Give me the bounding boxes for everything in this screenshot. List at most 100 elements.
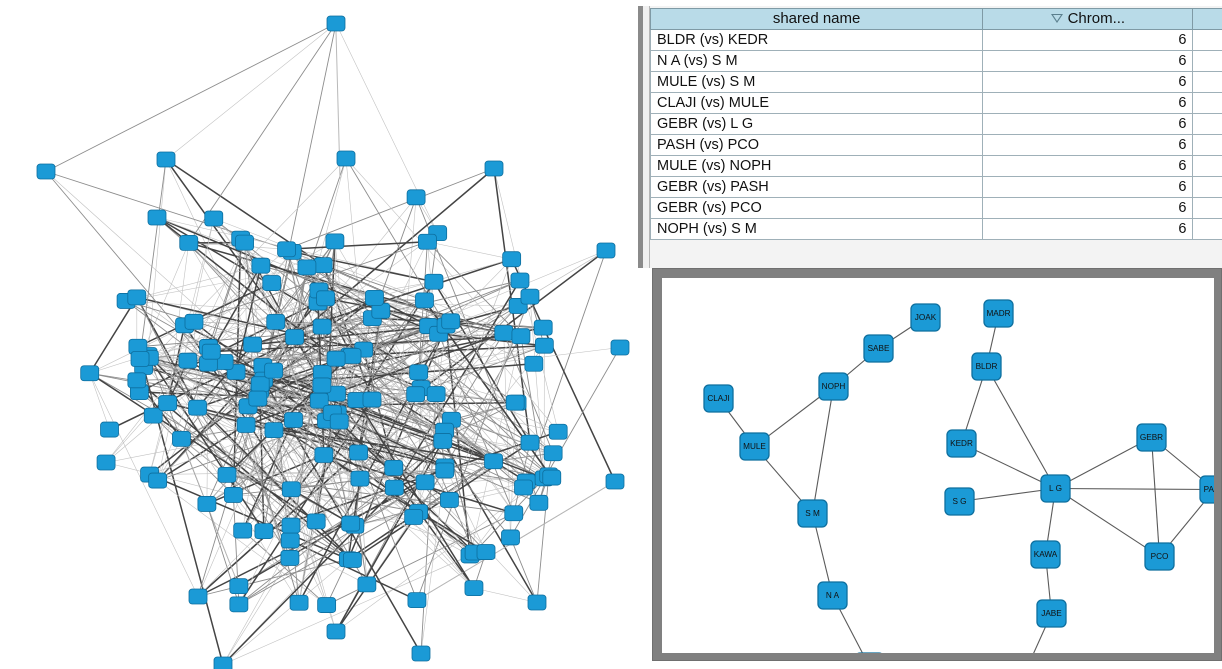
main-network-edge[interactable] (433, 280, 531, 444)
cell-start[interactable]: 25000000 (1192, 92, 1222, 114)
main-network-edge[interactable] (89, 372, 110, 430)
column-header-chrom[interactable]: Chrom... (982, 8, 1194, 30)
main-network-edge[interactable] (260, 265, 426, 483)
main-network-node[interactable] (543, 445, 563, 462)
main-network-edge[interactable] (222, 555, 471, 665)
main-network-edge[interactable] (469, 335, 522, 556)
main-network-node[interactable] (326, 15, 346, 32)
subnetwork-edge-BLDR-LG[interactable] (986, 366, 1056, 489)
main-network-node[interactable] (440, 492, 459, 508)
cell-chrom[interactable]: 6 (982, 113, 1194, 135)
main-network-node[interactable] (127, 289, 147, 306)
main-network-node[interactable] (229, 578, 249, 595)
main-network-edge[interactable] (245, 332, 505, 426)
main-network-edge[interactable] (187, 360, 247, 426)
cell-start[interactable]: 36000000 (1192, 218, 1222, 240)
main-network-edge[interactable] (193, 241, 428, 323)
table-row[interactable]: GEBR (vs) PASH636000000420000008.9 (649, 176, 1222, 198)
main-network-edge[interactable] (336, 393, 487, 553)
main-network-node[interactable] (476, 544, 496, 560)
main-network-node[interactable] (250, 376, 270, 393)
main-network-node[interactable] (484, 453, 503, 470)
main-network-node[interactable] (188, 399, 207, 416)
main-network-edge[interactable] (286, 248, 516, 404)
main-network-node[interactable] (213, 656, 233, 669)
main-network-node[interactable] (254, 523, 274, 540)
main-network-edge[interactable] (503, 332, 554, 454)
main-network-node[interactable] (264, 362, 284, 379)
main-network-node[interactable] (484, 160, 504, 177)
main-network-edge[interactable] (238, 487, 395, 587)
main-network-edge[interactable] (433, 281, 559, 433)
main-network-edge[interactable] (89, 298, 326, 374)
main-network-edge[interactable] (252, 344, 554, 454)
main-network-node[interactable] (147, 209, 167, 226)
main-network-edge[interactable] (223, 358, 337, 363)
main-network-node[interactable] (285, 329, 305, 345)
main-network-node[interactable] (424, 273, 444, 290)
main-network-edge[interactable] (416, 296, 531, 601)
table-row[interactable]: N A (vs) S M610000000140000006.6 (649, 50, 1222, 72)
main-network-node[interactable] (280, 532, 300, 549)
main-network-node[interactable] (415, 474, 435, 491)
subnetwork-node-mule[interactable]: MULE (739, 432, 770, 461)
main-network-node[interactable] (529, 494, 549, 511)
main-network-node[interactable] (36, 163, 56, 180)
main-network-edge[interactable] (157, 218, 215, 481)
subnetwork-node-noph[interactable]: NOPH (818, 372, 849, 401)
main-network-edge[interactable] (321, 372, 554, 454)
main-network-node[interactable] (548, 423, 568, 440)
main-network-node[interactable] (349, 444, 368, 461)
cell-chrom[interactable]: 6 (982, 155, 1194, 177)
cell-shared_name[interactable]: PASH (vs) PCO (649, 134, 984, 156)
main-network-edge[interactable] (332, 412, 475, 589)
main-network-edge[interactable] (240, 238, 351, 524)
main-network-node[interactable] (201, 343, 221, 360)
cell-shared_name[interactable]: MULE (vs) NOPH (649, 155, 984, 177)
main-network-node[interactable] (130, 351, 150, 367)
main-network-edge[interactable] (88, 372, 317, 523)
main-network-edge[interactable] (238, 481, 426, 605)
main-network-edge[interactable] (149, 298, 326, 359)
main-network-edge[interactable] (235, 371, 540, 504)
subnetwork-node-pco[interactable]: PCO (1144, 542, 1175, 571)
main-network-node[interactable] (326, 350, 346, 367)
subnetwork-node-jabe[interactable]: JABE (1036, 599, 1067, 628)
main-network-node[interactable] (317, 597, 337, 613)
main-network-node[interactable] (384, 479, 404, 496)
main-network-edge[interactable] (510, 347, 621, 538)
main-network-node[interactable] (502, 251, 522, 268)
main-network-node[interactable] (179, 234, 199, 251)
main-network-node[interactable] (143, 407, 163, 424)
subnetwork-edge-GEBR-PCO[interactable] (1150, 437, 1161, 557)
main-network-edge[interactable] (323, 454, 487, 553)
main-network-node[interactable] (266, 313, 286, 330)
main-network-edge[interactable] (371, 399, 550, 476)
main-network-edge[interactable] (181, 438, 240, 587)
subnetwork-edge-NOPH-SM[interactable] (811, 386, 835, 514)
main-network-edge[interactable] (235, 371, 516, 404)
main-network-edge[interactable] (324, 297, 505, 334)
main-network-edge[interactable] (136, 296, 228, 476)
main-network-node[interactable] (284, 412, 303, 428)
main-network-edge[interactable] (529, 296, 545, 479)
main-network-edge[interactable] (238, 398, 373, 606)
main-network-node[interactable] (100, 421, 119, 438)
main-network-node[interactable] (306, 513, 326, 530)
table-scroll-edge[interactable] (643, 6, 650, 268)
main-network-edge[interactable] (156, 217, 277, 323)
main-network-edge[interactable] (232, 469, 446, 496)
main-network-edge[interactable] (197, 407, 291, 559)
cell-shared_name[interactable]: CLAJI (vs) MULE (649, 92, 984, 114)
main-network-node[interactable] (127, 372, 147, 389)
main-network-edge[interactable] (345, 158, 364, 350)
cell-chrom[interactable]: 6 (982, 92, 1194, 114)
main-network-node[interactable] (262, 275, 282, 291)
main-network-edge[interactable] (226, 474, 292, 527)
main-network-edge[interactable] (290, 488, 352, 525)
main-network-edge[interactable] (226, 420, 327, 476)
main-network-edge[interactable] (45, 171, 264, 367)
main-network-edge[interactable] (444, 466, 487, 553)
